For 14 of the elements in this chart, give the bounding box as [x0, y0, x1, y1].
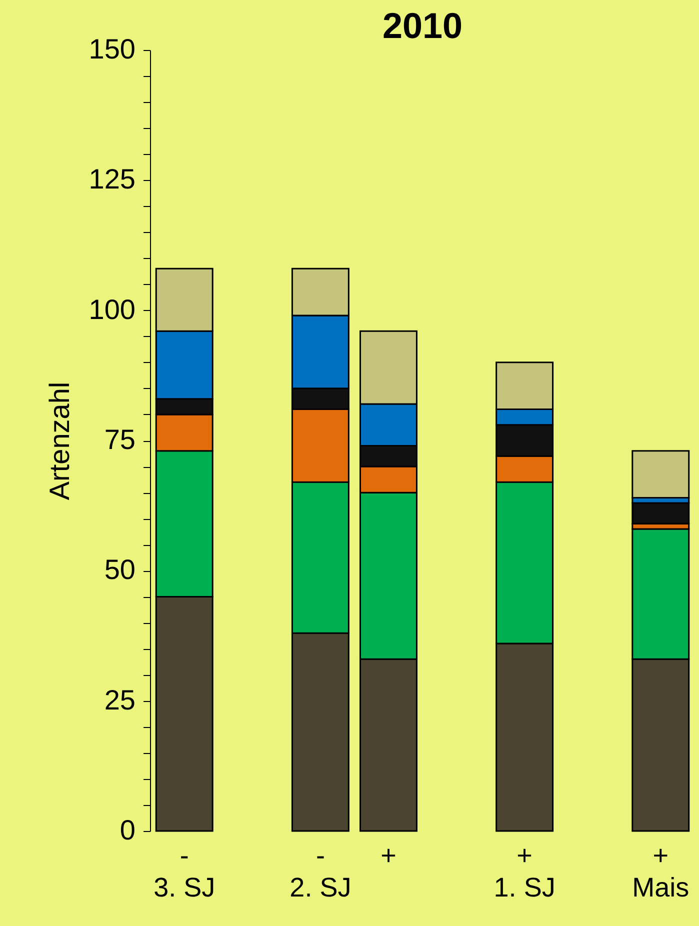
y-tick-label: 0: [120, 814, 136, 846]
x-tick-label: - 2. SJ: [290, 840, 352, 902]
y-tick-label: 25: [104, 684, 136, 716]
y-tick-label: 100: [88, 294, 136, 325]
x-tick-label: +: [380, 840, 396, 870]
x-tick-label: + Mais: [632, 840, 690, 902]
x-tick-label: - 3. SJ: [154, 840, 216, 902]
x-tick-label: + 1. SJ: [494, 840, 556, 902]
y-axis-title: Artenzahl: [44, 382, 75, 500]
y-tick-label: 125: [88, 164, 136, 195]
chart-title: 2010: [382, 5, 463, 46]
y-tick-label: 75: [104, 424, 136, 455]
y-tick-label: 150: [88, 34, 136, 64]
y-tick-label: 50: [104, 554, 136, 586]
